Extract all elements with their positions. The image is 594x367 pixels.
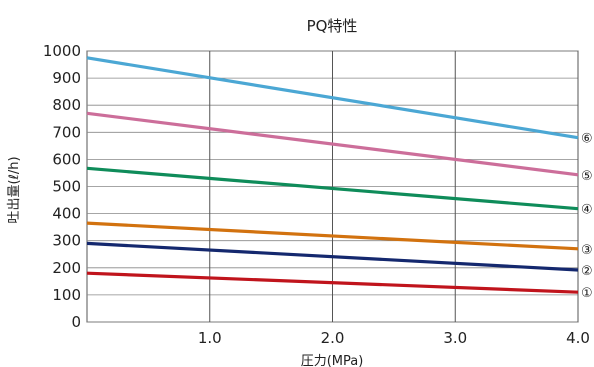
series-line-3 [86, 221, 579, 251]
y-tick-label: 1000 [43, 42, 81, 60]
series-lines [86, 56, 579, 294]
x-tick-label: 4.0 [566, 329, 590, 347]
series-line-4 [86, 166, 579, 211]
y-tick-label: 500 [52, 178, 81, 196]
series-label-3: ③ [581, 243, 593, 258]
x-tick-label: 2.0 [321, 329, 345, 347]
chart-title: PQ特性 [307, 17, 358, 35]
x-tick-label: 3.0 [443, 329, 467, 347]
y-tick-label: 400 [52, 205, 81, 223]
y-tick-label: 800 [52, 96, 81, 114]
series-label-6: ⑥ [581, 132, 593, 147]
series-label-4: ④ [581, 203, 593, 218]
series-line-5 [86, 111, 579, 177]
y-tick-label: 700 [52, 123, 81, 141]
y-axis-label: 吐出量(ℓ/h) [7, 156, 22, 223]
series-line-2 [86, 241, 579, 272]
y-tick-label: 900 [52, 69, 81, 87]
x-tick-labels: 1.0 2.0 3.0 4.0 [198, 329, 590, 347]
x-axis-label: 圧力(MPa) [301, 354, 364, 367]
y-tick-label: 300 [52, 232, 81, 250]
y-tick-labels: 0 100 200 300 400 500 600 700 800 900 1000 [43, 42, 81, 331]
y-tick-label: 200 [52, 259, 81, 277]
series-line-6 [86, 56, 579, 140]
y-tick-label: 100 [52, 286, 81, 304]
series-line-1 [86, 271, 579, 294]
series-labels: ① ② ③ ④ ⑤ ⑥ [581, 132, 593, 301]
series-label-5: ⑤ [581, 169, 593, 184]
series-label-2: ② [581, 264, 593, 279]
y-tick-label: 600 [52, 150, 81, 168]
x-tick-label: 1.0 [198, 329, 222, 347]
y-tick-label: 0 [71, 313, 81, 331]
series-label-1: ① [581, 286, 593, 301]
